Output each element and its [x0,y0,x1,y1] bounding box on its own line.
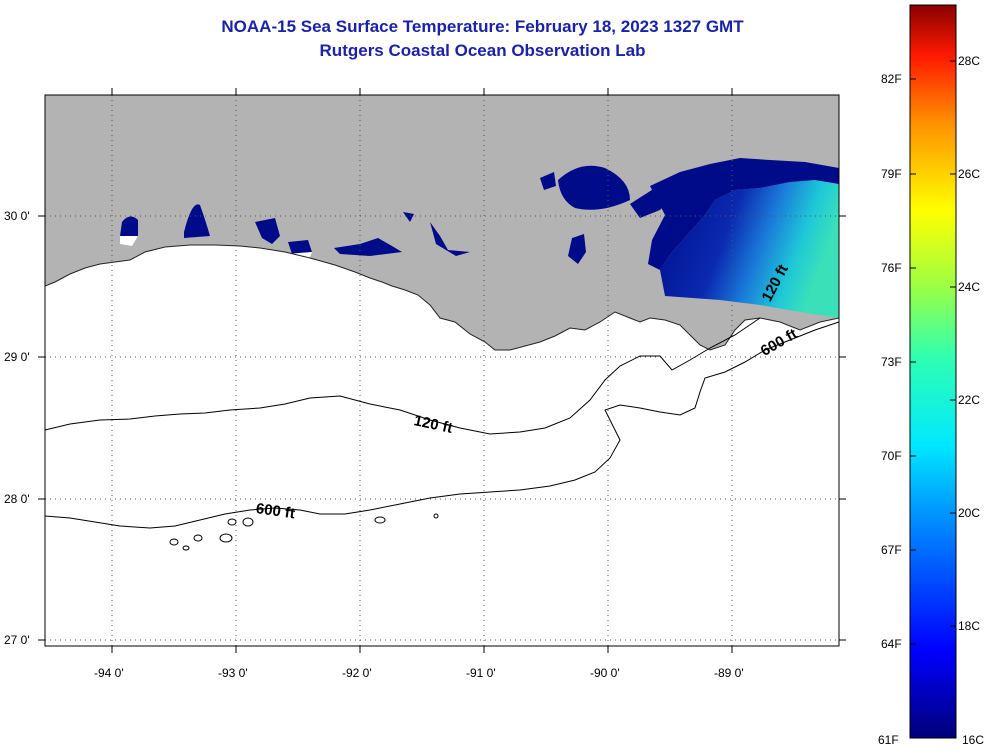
colorbar-label-24c: 24C [958,280,981,294]
lat-label-27: 27 0' [4,633,30,647]
colorbar-label-16c: 16C [962,733,985,747]
colorbar-label-76f: 76F [881,261,902,275]
colorbar-label-67f: 67F [881,543,902,557]
lon-label-93: -93 0' [218,666,248,680]
land-mass [45,95,839,350]
lon-label-90: -90 0' [590,666,620,680]
colorbar [909,4,957,739]
colorbar-label-18c: 18C [958,619,981,633]
isobath-600ft [45,321,839,529]
lon-label-92: -92 0' [342,666,372,680]
isobath-120ft [45,317,761,435]
lat-ticks [38,215,846,641]
lon-label-94: -94 0' [94,666,124,680]
coastline [45,244,839,351]
grid-lines [45,95,839,646]
colorbar-label-20c: 20C [958,506,981,520]
map-subtitle: Rutgers Coastal Ocean Observation Lab [319,41,646,60]
colorbar-label-70f: 70F [881,449,902,463]
shelf-islands [169,513,439,551]
map-frame [44,94,840,647]
lat-label-29: 29 0' [4,350,30,364]
lon-label-91: -91 0' [466,666,496,680]
colorbar-label-28c: 28C [958,54,981,68]
lat-label-28: 28 0' [4,492,30,506]
colorbar-label-61f: 61F [878,733,899,747]
lon-ticks [111,88,733,653]
colorbar-label-26c: 26C [958,167,981,181]
lat-label-30: 30 0' [4,209,30,223]
colorbar-label-73f: 73F [881,355,902,369]
map-title: NOAA-15 Sea Surface Temperature: Februar… [221,17,744,36]
sst-swath-east [660,176,839,318]
inland-water [120,236,312,262]
lon-label-89: -89 0' [714,666,744,680]
colorbar-ticks [910,60,956,645]
colorbar-label-64f: 64F [881,637,902,651]
colorbar-label-79f: 79F [881,167,902,181]
colorbar-label-82f: 82F [881,72,902,86]
sst-coastal-water [120,158,839,270]
colorbar-label-22c: 22C [958,393,981,407]
